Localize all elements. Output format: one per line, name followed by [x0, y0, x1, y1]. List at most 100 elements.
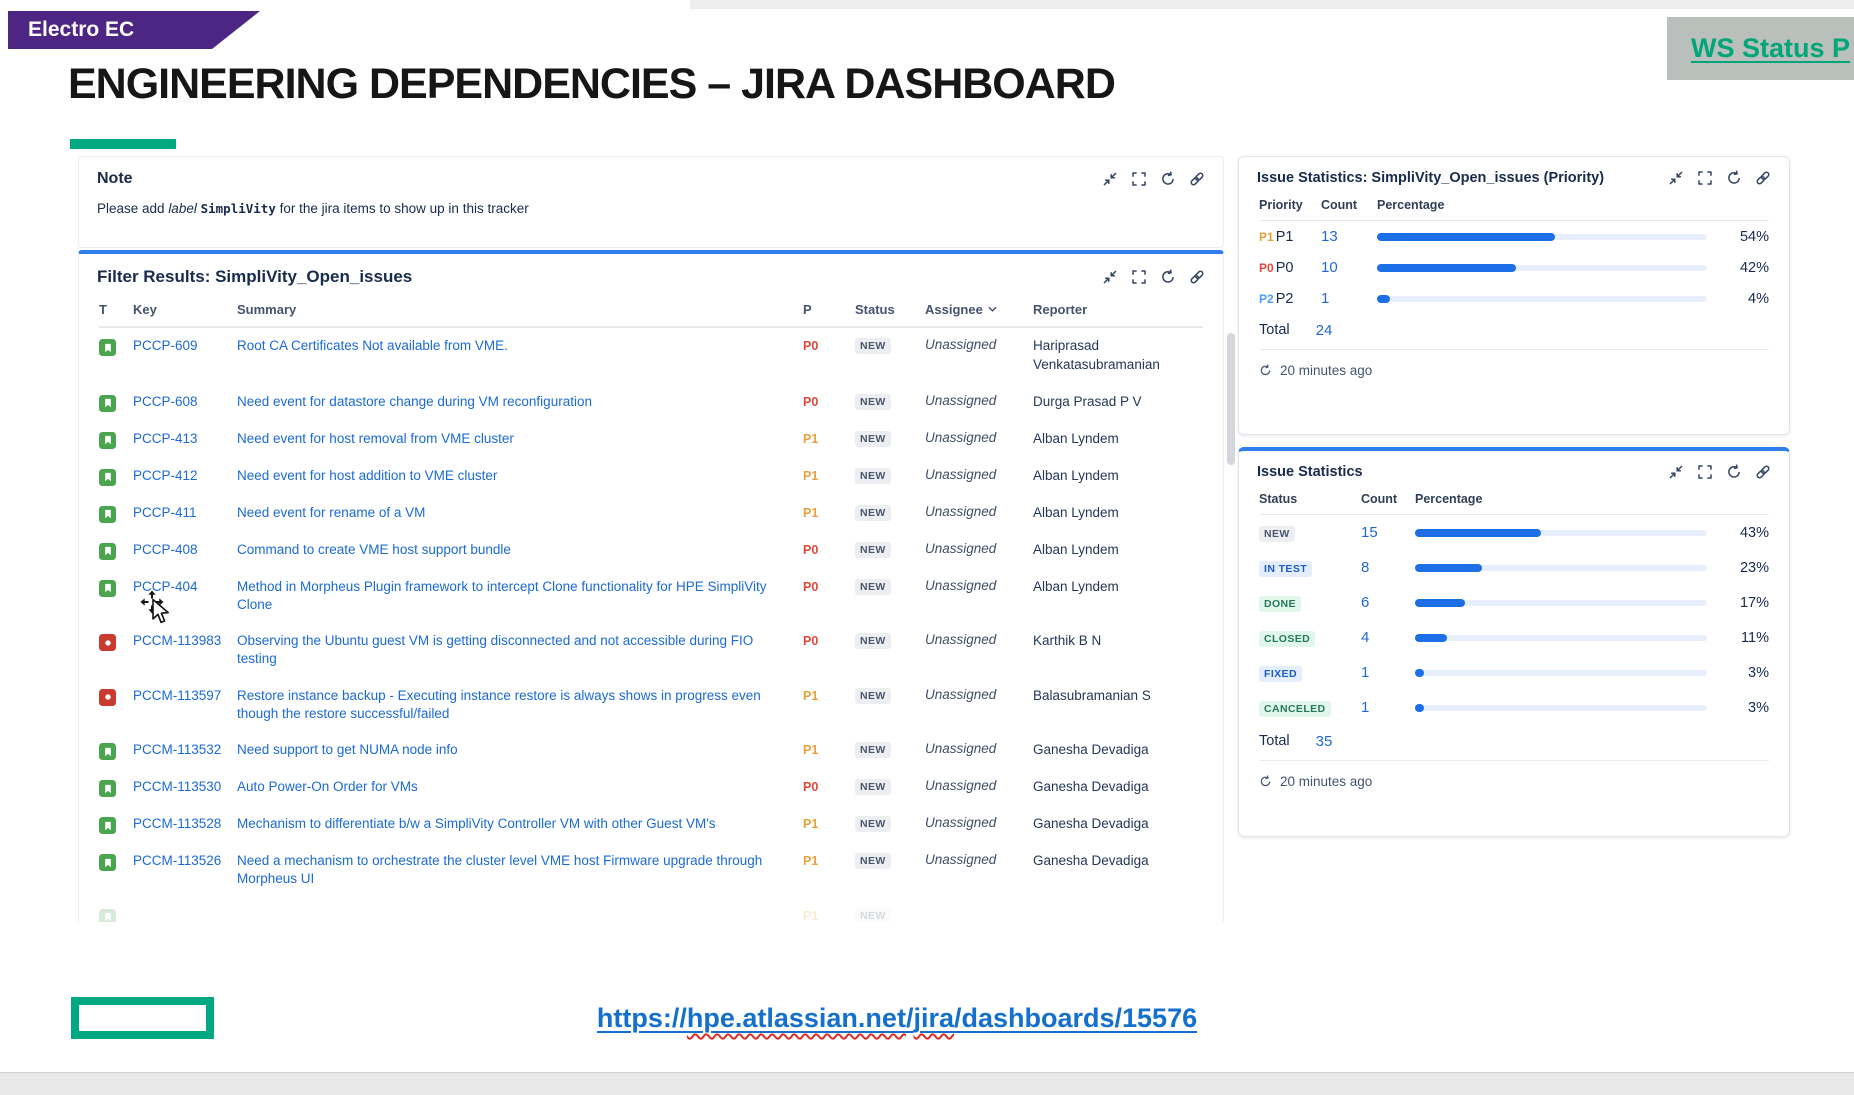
slide-bottom-edge	[0, 1072, 1854, 1095]
percent-label: 3%	[1748, 664, 1769, 681]
status-cell: NEW	[855, 687, 917, 704]
issue-row[interactable]: PCCP-408 Command to create VME host supp…	[99, 532, 1203, 569]
col-summary[interactable]: Summary	[237, 302, 297, 317]
collapse-icon[interactable]	[1102, 269, 1118, 285]
expand-icon[interactable]	[1131, 171, 1147, 187]
stat-count-link[interactable]: 1	[1361, 664, 1370, 681]
issue-row[interactable]: PCCP-411 Need event for rename of a VM P…	[99, 495, 1203, 532]
issue-row[interactable]: PCCP-404 Method in Morpheus Plugin frame…	[99, 569, 1203, 623]
priority-stats-footer: 20 minutes ago	[1239, 350, 1789, 391]
stat-count-link[interactable]: 10	[1321, 259, 1338, 276]
assignee-label: Unassigned	[925, 337, 997, 352]
expand-icon[interactable]	[1131, 269, 1147, 285]
issue-summary-link[interactable]: Need support to get NUMA node info	[237, 742, 458, 758]
issue-row[interactable]: PCCP-412 Need event for host addition to…	[99, 458, 1203, 495]
status-cell: NEW	[855, 541, 917, 558]
table-scrollbar-thumb[interactable]	[1227, 333, 1235, 465]
stat-count-link[interactable]: 6	[1361, 594, 1370, 611]
note-text-italic: label	[168, 201, 201, 216]
status-cell: NEW	[855, 741, 917, 759]
issue-summary-link[interactable]: Restore instance backup - Executing inst…	[237, 687, 761, 721]
col-assignee[interactable]: Assignee	[925, 302, 1025, 317]
status-cell: NEW	[855, 504, 917, 521]
issue-row[interactable]: PCCP-413 Need event for host removal fro…	[99, 421, 1203, 458]
status-cell: NEW	[855, 578, 917, 595]
link-icon[interactable]	[1755, 464, 1771, 480]
issue-summary-link[interactable]: Need event for host removal from VME clu…	[237, 430, 514, 446]
col-type[interactable]: T	[99, 302, 107, 317]
issue-row[interactable]: PCCP-608 Need event for datastore change…	[99, 384, 1203, 421]
issue-key-link[interactable]: PCCP-408	[133, 541, 198, 557]
issue-row[interactable]: PCCM-113983 Observing the Ubuntu guest V…	[99, 623, 1203, 677]
total-count-link[interactable]: 35	[1315, 733, 1333, 750]
issue-row[interactable]: PCCM-113530 Auto Power-On Order for VMs …	[99, 769, 1203, 806]
stat-count-link[interactable]: 8	[1361, 559, 1370, 576]
reporter-label: Balasubramanian S	[1033, 687, 1151, 703]
col-status[interactable]: Status	[855, 302, 895, 317]
stat-count-link[interactable]: 15	[1361, 524, 1378, 541]
issue-key-link[interactable]: PCCP-404	[133, 578, 198, 594]
last-updated: 20 minutes ago	[1280, 363, 1373, 378]
total-count-link[interactable]: 24	[1315, 322, 1333, 339]
issue-key-link[interactable]: PCCM-113526	[133, 853, 222, 869]
stat-count-link[interactable]: 1	[1321, 290, 1330, 307]
issue-key-link[interactable]: PCCP-413	[133, 430, 198, 446]
dashboard-url-link[interactable]: https://hpe.atlassian.net/jira/dashboard…	[596, 1003, 1198, 1033]
link-icon[interactable]	[1755, 170, 1771, 186]
issue-key-link[interactable]: PCCP-609	[133, 338, 198, 353]
status-badge: NEW	[855, 430, 891, 447]
issue-summary-link[interactable]: Root CA Certificates Not available from …	[237, 338, 508, 353]
expand-icon[interactable]	[1697, 170, 1713, 186]
issue-row[interactable]: PCCM-113528 Mechanism to differentiate b…	[99, 806, 1203, 843]
stat-count-link[interactable]: 1	[1361, 699, 1370, 716]
issue-row[interactable]: PCCP-609 Root CA Certificates Not availa…	[99, 328, 1203, 384]
issue-row[interactable]: PCCM-113526 Need a mechanism to orchestr…	[99, 843, 1203, 897]
issue-key-link[interactable]: PCCM-113528	[133, 816, 222, 832]
status-badge: DONE	[1259, 595, 1301, 612]
issue-summary-link[interactable]: Mechanism to differentiate b/w a SimpliV…	[237, 816, 716, 832]
issue-summary-link[interactable]: Observing the Ubuntu guest VM is getting…	[237, 633, 754, 667]
dashboard-url: https://hpe.atlassian.net/jira/dashboard…	[0, 1003, 1794, 1034]
issue-key-link[interactable]: PCCM-113597	[133, 687, 222, 703]
col-reporter[interactable]: Reporter	[1033, 302, 1088, 317]
collapse-icon[interactable]	[1668, 170, 1684, 186]
link-icon[interactable]	[1189, 269, 1205, 285]
issue-key-link[interactable]: PCCP-411	[133, 504, 197, 520]
collapse-icon[interactable]	[1102, 171, 1118, 187]
issue-summary-link[interactable]: Command to create VME host support bundl…	[237, 541, 511, 557]
issue-summary-link[interactable]: Need event for datastore change during V…	[237, 393, 592, 409]
issue-row[interactable]: P1 NEW	[99, 898, 1203, 922]
refresh-icon[interactable]	[1160, 269, 1176, 285]
issue-summary-link[interactable]: Method in Morpheus Plugin framework to i…	[237, 578, 767, 612]
issue-key-link[interactable]: PCCM-113983	[133, 633, 222, 649]
issue-summary-link[interactable]: Need a mechanism to orchestrate the clus…	[237, 853, 763, 887]
brand-banner-label: Electro EC	[28, 18, 135, 41]
expand-icon[interactable]	[1697, 464, 1713, 480]
refresh-icon[interactable]	[1726, 464, 1742, 480]
issue-key-link[interactable]: PCCM-113530	[133, 779, 222, 795]
issue-key-link[interactable]: PCCM-113532	[133, 742, 222, 758]
priority-label: P0	[803, 339, 819, 353]
col-key[interactable]: Key	[133, 302, 157, 317]
refresh-icon[interactable]	[1160, 171, 1176, 187]
issue-summary-link[interactable]: Need event for host addition to VME clus…	[237, 467, 498, 483]
page-title: ENGINEERING DEPENDENCIES – JIRA DASHBOAR…	[68, 60, 1116, 108]
issue-summary-link[interactable]: Need event for rename of a VM	[237, 504, 426, 520]
collapse-icon[interactable]	[1668, 464, 1684, 480]
ws-status-link[interactable]: WS Status P	[1691, 33, 1851, 63]
issue-key-link[interactable]: PCCP-608	[133, 393, 198, 409]
issue-summary-link[interactable]: Auto Power-On Order for VMs	[237, 779, 418, 795]
reporter-label: Durga Prasad P V	[1033, 393, 1142, 409]
stat-count-link[interactable]: 4	[1361, 629, 1370, 646]
status-cell: DONE	[1259, 594, 1351, 612]
issue-row[interactable]: PCCM-113597 Restore instance backup - Ex…	[99, 678, 1203, 732]
col-priority[interactable]: P	[803, 302, 812, 317]
status-cell: NEW	[855, 778, 917, 796]
stat-count-link[interactable]: 13	[1321, 228, 1338, 245]
note-panel-controls	[1102, 171, 1205, 187]
link-icon[interactable]	[1189, 171, 1205, 187]
issue-row[interactable]: PCCM-113532 Need support to get NUMA nod…	[99, 732, 1203, 769]
refresh-icon[interactable]	[1726, 170, 1742, 186]
reporter-label: Alban Lyndem	[1033, 430, 1119, 446]
issue-key-link[interactable]: PCCP-412	[133, 467, 198, 483]
